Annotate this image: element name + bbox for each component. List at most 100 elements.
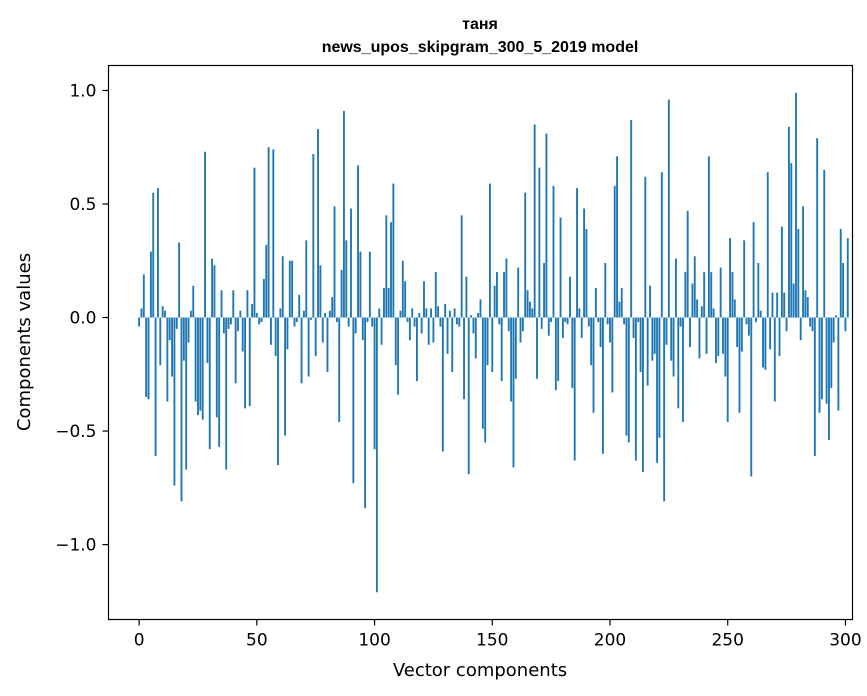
bar-60 [279, 308, 282, 318]
bar-278 [792, 283, 795, 318]
bar-247 [719, 267, 722, 318]
bar-182 [566, 317, 569, 325]
bar-295 [832, 317, 835, 343]
bar-90 [350, 208, 352, 318]
bar-14 [171, 317, 174, 377]
bar-160 [514, 317, 517, 379]
bar-95 [361, 317, 364, 341]
bar-236 [693, 256, 696, 318]
bar-147 [484, 317, 487, 443]
bar-184 [571, 317, 574, 388]
bar-22 [189, 310, 192, 318]
bar-144 [477, 312, 480, 318]
bar-215 [644, 176, 647, 318]
bar-163 [521, 317, 524, 332]
bar-154 [500, 317, 503, 382]
bar-8 [157, 188, 159, 318]
bar-251 [729, 238, 732, 318]
bar-53 [262, 278, 265, 318]
bar-101 [375, 317, 378, 593]
bar-38 [227, 317, 230, 329]
bar-4 [147, 317, 150, 400]
bar-216 [646, 317, 649, 386]
x-tick-label: 200 [594, 631, 626, 651]
bar-181 [564, 317, 567, 323]
bar-254 [736, 317, 739, 348]
bar-191 [587, 317, 590, 327]
bar-143 [474, 317, 477, 359]
bar-197 [601, 317, 604, 454]
bar-275 [785, 317, 788, 332]
bar-166 [529, 301, 531, 318]
y-tick-label: 0.0 [69, 309, 96, 329]
bar-120 [420, 317, 423, 334]
bar-239 [700, 306, 703, 318]
bar-119 [418, 312, 421, 318]
bar-283 [804, 290, 807, 318]
bar-5 [149, 251, 152, 318]
bar-116 [411, 308, 414, 318]
bar-113 [404, 281, 407, 318]
bar-205 [620, 288, 623, 318]
bar-288 [816, 138, 819, 318]
bar-298 [839, 228, 842, 318]
bar-234 [689, 317, 691, 348]
bar-34 [218, 317, 221, 447]
bar-45 [244, 317, 246, 409]
bar-10 [161, 306, 164, 318]
bar-71 [305, 240, 308, 318]
bar-291 [823, 169, 826, 318]
bar-274 [783, 292, 786, 318]
bar-129 [441, 317, 444, 452]
bar-153 [498, 317, 501, 325]
bar-167 [531, 308, 534, 318]
bar-series [138, 92, 849, 593]
bar-19 [182, 317, 185, 361]
bar-62 [284, 317, 287, 436]
bar-203 [616, 156, 618, 318]
bar-61 [281, 256, 284, 318]
x-axis-label: Vector components [393, 660, 567, 681]
bar-36 [222, 317, 225, 334]
bar-27 [201, 317, 204, 420]
bar-297 [837, 317, 840, 411]
bar-84 [335, 317, 338, 323]
bar-47 [248, 317, 251, 407]
bar-130 [444, 303, 447, 318]
bar-287 [813, 317, 816, 457]
bar-103 [380, 317, 383, 345]
bar-99 [371, 317, 374, 327]
bar-21 [187, 317, 190, 343]
bar-100 [373, 317, 376, 450]
bar-67 [295, 317, 298, 323]
bar-264 [759, 310, 762, 318]
bar-206 [623, 317, 626, 325]
bar-204 [618, 301, 621, 318]
bar-80 [326, 317, 329, 373]
bar-68 [298, 294, 301, 318]
bar-79 [324, 312, 327, 318]
bar-212 [637, 317, 640, 323]
bar-226 [670, 317, 673, 361]
bar-224 [665, 317, 668, 345]
bar-157 [507, 317, 510, 332]
bar-281 [799, 317, 802, 341]
bar-28 [204, 151, 206, 318]
x-tick-label: 300 [829, 631, 861, 651]
bar-201 [611, 317, 614, 393]
bar-230 [679, 317, 682, 327]
bar-243 [710, 272, 713, 318]
bar-12 [166, 317, 169, 402]
bar-176 [552, 185, 555, 318]
bar-213 [639, 317, 642, 373]
bar-52 [260, 317, 263, 323]
bar-94 [359, 251, 362, 318]
bar-225 [667, 99, 670, 318]
bar-257 [743, 240, 746, 318]
bar-279 [795, 92, 797, 318]
bar-138 [463, 317, 465, 400]
bar-49 [253, 167, 256, 318]
bar-92 [354, 317, 357, 334]
bar-3 [145, 317, 148, 397]
